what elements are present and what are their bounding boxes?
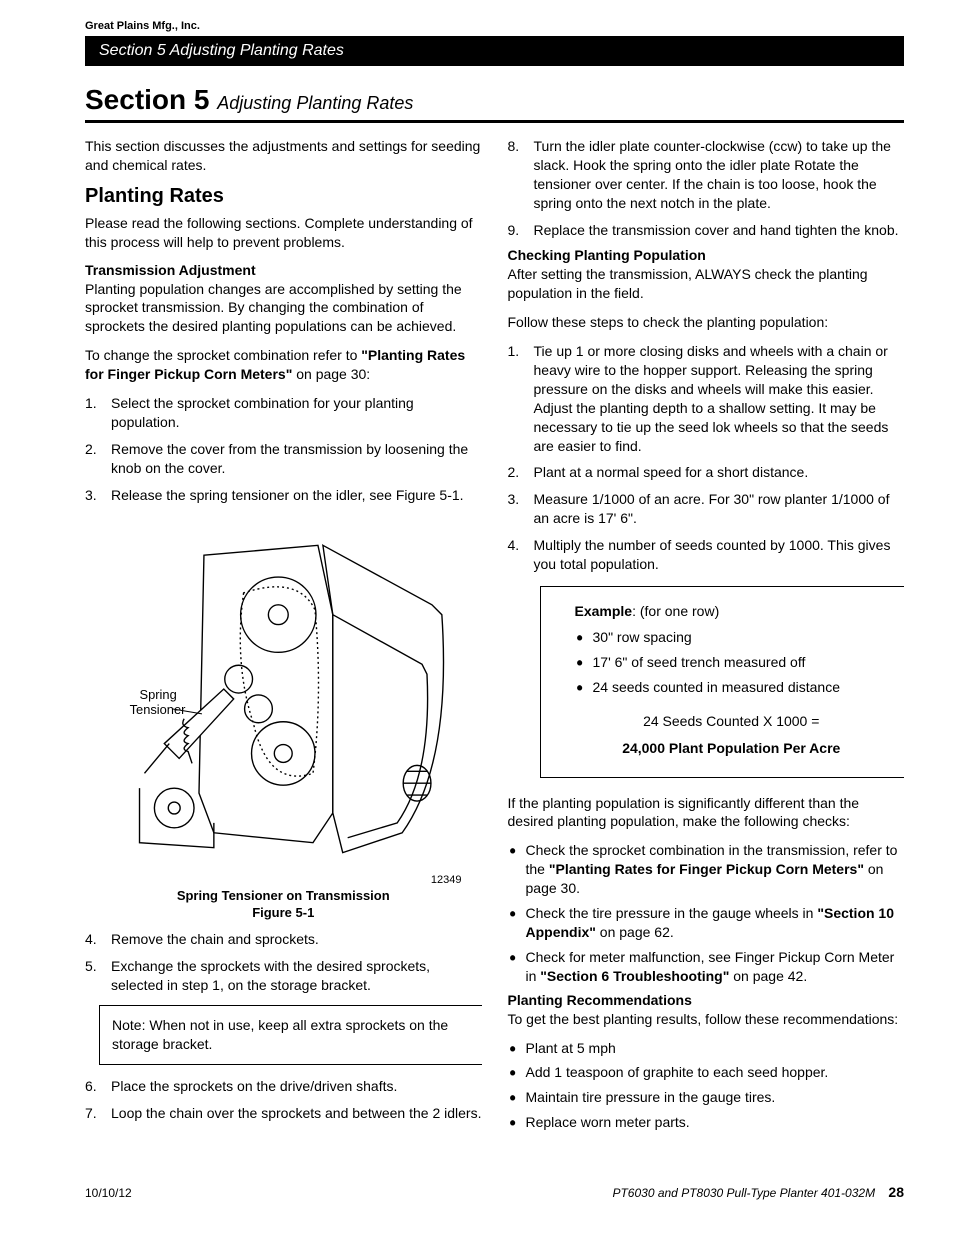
step-3: Release the spring tensioner on the idle… [85,486,482,505]
check-pop-p1: After setting the transmission, ALWAYS c… [508,265,905,303]
ref-post: on page 30: [292,366,370,382]
figure-caption-line2: Figure 5-1 [85,905,482,920]
check-steps: Tie up 1 or more closing disks and wheel… [508,342,905,574]
planting-rates-intro: Please read the following sections. Comp… [85,214,482,252]
section-title: Section 5 Adjusting Planting Rates [85,84,904,123]
example-calc: 24 Seeds Counted X 1000 = [575,711,889,732]
figure-5-1: Spring Tensioner 12349 Spring Tensioner … [85,514,482,920]
step-2: Remove the cover from the transmission b… [85,440,482,478]
step-7: Loop the chain over the sprockets and be… [85,1104,482,1123]
example-box: Example: (for one row) 30" row spacing 1… [540,586,905,778]
check-step-2: Plant at a normal speed for a short dist… [508,463,905,482]
recommendations-bullets: Plant at 5 mph Add 1 teaspoon of graphit… [508,1039,905,1133]
section-number: Section 5 [85,84,209,115]
transmission-adjustment-heading: Transmission Adjustment [85,262,482,278]
example-bullets: 30" row spacing 17' 6" of seed trench me… [575,628,889,697]
check-pop-p2: Follow these steps to check the planting… [508,313,905,332]
check-step-1: Tie up 1 or more closing disks and wheel… [508,342,905,455]
cb1-bold: "Planting Rates for Finger Pickup Corn M… [549,861,864,877]
step-1: Select the sprocket combination for your… [85,394,482,432]
steps-4-5: Remove the chain and sprockets. Exchange… [85,930,482,995]
page-footer: 10/10/12 PT6030 and PT8030 Pull-Type Pla… [85,1178,904,1200]
cb2-pre: Check the tire pressure in the gauge whe… [526,905,818,921]
recommendations-heading: Planting Recommendations [508,992,905,1008]
checking-population-heading: Checking Planting Population [508,247,905,263]
left-column: This section discusses the adjustments a… [85,137,482,1138]
company-header: Great Plains Mfg., Inc. [85,20,904,32]
example-b2: 17' 6" of seed trench measured off [575,653,889,672]
example-title: Example [575,603,633,619]
figure-caption-line1: Spring Tensioner on Transmission [85,888,482,903]
steps-6-7: Place the sprockets on the drive/driven … [85,1077,482,1123]
example-title-post: : (for one row) [632,603,719,619]
check-bullet-3: Check for meter malfunction, see Finger … [508,948,905,986]
footer-doc-text: PT6030 and PT8030 Pull-Type Planter 401-… [612,1186,875,1200]
step-9: Replace the transmission cover and hand … [508,221,905,240]
check-bullet-1: Check the sprocket combination in the tr… [508,841,905,898]
steps-8-9: Turn the idler plate counter-clockwise (… [508,137,905,239]
content-columns: This section discusses the adjustments a… [85,137,904,1138]
step-4: Remove the chain and sprockets. [85,930,482,949]
cb3-bold: "Section 6 Troubleshooting" [540,968,729,984]
intro-paragraph: This section discusses the adjustments a… [85,137,482,175]
check-step-3: Measure 1/1000 of an acre. For 30" row p… [508,490,905,528]
rec-b4: Replace worn meter parts. [508,1113,905,1132]
example-b1: 30" row spacing [575,628,889,647]
steps-1-3: Select the sprocket combination for your… [85,394,482,504]
transmission-adjustment-paragraph: Planting population changes are accompli… [85,280,482,337]
section-banner: Section 5 Adjusting Planting Rates [85,36,904,66]
section-subtitle: Adjusting Planting Rates [217,93,413,113]
footer-doc: PT6030 and PT8030 Pull-Type Planter 401-… [612,1184,904,1200]
step-6: Place the sprockets on the drive/driven … [85,1077,482,1096]
ref-pre: To change the sprocket combination refer… [85,347,361,363]
figure-id: 12349 [85,874,482,886]
rec-b2: Add 1 teaspoon of graphite to each seed … [508,1063,905,1082]
rec-b1: Plant at 5 mph [508,1039,905,1058]
example-result: 24,000 Plant Population Per Acre [575,738,889,759]
check-step-4: Multiply the number of seeds counted by … [508,536,905,574]
cb3-post: on page 42. [729,968,807,984]
page: Great Plains Mfg., Inc. Section 5 Adjust… [0,0,954,1220]
footer-date: 10/10/12 [85,1186,132,1200]
check-bullets: Check the sprocket combination in the tr… [508,841,905,985]
spring-tensioner-diagram: Spring Tensioner [85,514,482,874]
planting-rates-heading: Planting Rates [85,185,482,208]
check-pop-p3: If the planting population is significan… [508,794,905,832]
example-title-line: Example: (for one row) [575,601,889,622]
recommendations-intro: To get the best planting results, follow… [508,1010,905,1029]
transmission-ref: To change the sprocket combination refer… [85,346,482,384]
right-column: Turn the idler plate counter-clockwise (… [508,137,905,1138]
figure-label-spring: Spring [140,687,177,702]
note-box: Note: When not in use, keep all extra sp… [99,1005,482,1065]
cb2-post: on page 62. [596,924,674,940]
example-b3: 24 seeds counted in measured distance [575,678,889,697]
step-5: Exchange the sprockets with the desired … [85,957,482,995]
footer-pageno: 28 [888,1184,904,1200]
step-8: Turn the idler plate counter-clockwise (… [508,137,905,213]
rec-b3: Maintain tire pressure in the gauge tire… [508,1088,905,1107]
check-bullet-2: Check the tire pressure in the gauge whe… [508,904,905,942]
